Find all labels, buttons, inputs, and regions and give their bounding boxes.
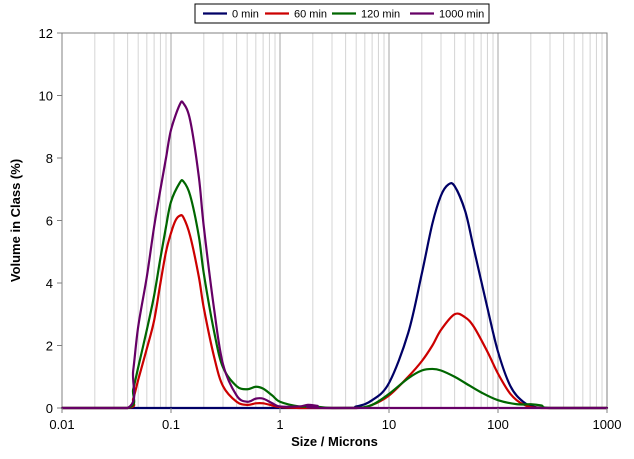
legend: 0 min 60 min 120 min 1000 min: [194, 3, 490, 24]
series-line-60-min: [60, 214, 609, 410]
y-tick-label: 12: [39, 26, 53, 41]
series-line-1000-min: [60, 100, 609, 410]
y-tick-label: 10: [39, 89, 53, 104]
y-tick-label: 6: [46, 214, 53, 229]
y-tick-label: 2: [46, 339, 53, 354]
series-layer: [60, 100, 609, 410]
legend-label: 1000 min: [439, 9, 484, 21]
y-axis-title: Volume in Class (%): [8, 159, 23, 282]
legend-label: 60 min: [294, 9, 327, 21]
x-tick-label: 0.1: [162, 417, 180, 432]
legend-label: 0 min: [232, 9, 259, 21]
x-tick-label: 1000: [593, 417, 622, 432]
x-tick-label: 10: [382, 417, 396, 432]
x-tick-label: 100: [487, 417, 509, 432]
y-tick-label: 8: [46, 151, 53, 166]
y-tick-label: 0: [46, 401, 53, 416]
x-tick-label: 0.01: [49, 417, 74, 432]
grid-lines: [94, 33, 603, 408]
series-line-0-min: [60, 182, 609, 410]
x-axis-ticks: 0.01 0.1 1 10 100 1000: [49, 408, 621, 432]
x-axis-title: Size / Microns: [291, 434, 378, 449]
series-line-120-min: [60, 179, 609, 410]
plot-area-frame: [61, 32, 608, 409]
y-axis-ticks: 0 2 4 6 8 10 12: [39, 26, 62, 416]
y-tick-label: 4: [46, 276, 53, 291]
legend-label: 120 min: [361, 9, 400, 21]
x-tick-label: 1: [276, 417, 283, 432]
